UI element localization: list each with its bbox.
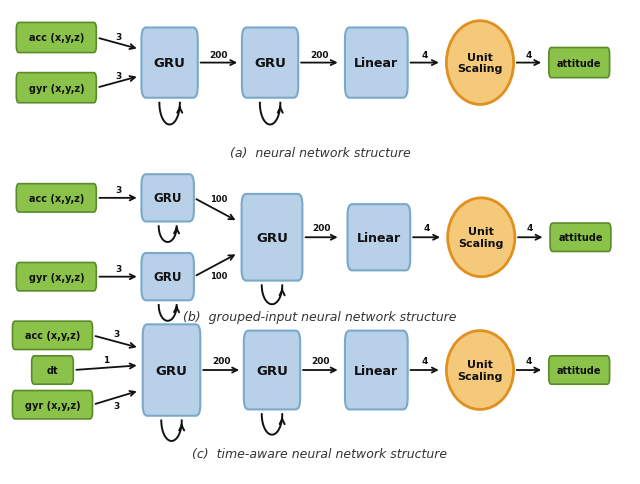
Text: Unit
Scaling: Unit Scaling xyxy=(458,53,502,74)
FancyBboxPatch shape xyxy=(17,263,96,291)
FancyBboxPatch shape xyxy=(141,254,194,301)
FancyBboxPatch shape xyxy=(549,48,610,78)
FancyBboxPatch shape xyxy=(348,205,410,271)
Text: 200: 200 xyxy=(311,356,330,365)
Text: GRU: GRU xyxy=(154,192,182,205)
FancyBboxPatch shape xyxy=(17,184,96,212)
Text: GRU: GRU xyxy=(254,57,286,70)
Text: GRU: GRU xyxy=(154,57,186,70)
Text: dt: dt xyxy=(47,365,58,375)
Text: (b)  grouped-input neural network structure: (b) grouped-input neural network structu… xyxy=(183,310,457,323)
Text: gyr (x,y,z): gyr (x,y,z) xyxy=(29,272,84,282)
Text: Linear: Linear xyxy=(355,57,398,70)
FancyBboxPatch shape xyxy=(345,331,408,409)
Text: attitude: attitude xyxy=(557,365,602,375)
Text: 3: 3 xyxy=(115,186,121,195)
FancyBboxPatch shape xyxy=(12,391,92,419)
Text: (a)  neural network structure: (a) neural network structure xyxy=(230,147,410,160)
Text: 100: 100 xyxy=(211,272,228,281)
Text: 200: 200 xyxy=(310,51,328,60)
FancyBboxPatch shape xyxy=(550,224,611,252)
Text: GRU: GRU xyxy=(256,364,288,377)
Text: Linear: Linear xyxy=(357,231,401,244)
Text: (c)  time-aware neural network structure: (c) time-aware neural network structure xyxy=(193,447,447,460)
FancyBboxPatch shape xyxy=(12,321,92,350)
Text: GRU: GRU xyxy=(156,364,188,377)
FancyBboxPatch shape xyxy=(242,29,298,99)
Text: gyr (x,y,z): gyr (x,y,z) xyxy=(25,400,80,410)
Text: acc (x,y,z): acc (x,y,z) xyxy=(25,331,80,341)
Text: 4: 4 xyxy=(526,356,532,365)
Text: gyr (x,y,z): gyr (x,y,z) xyxy=(29,84,84,93)
Text: 200: 200 xyxy=(312,224,331,233)
Text: Unit
Scaling: Unit Scaling xyxy=(459,227,504,249)
FancyBboxPatch shape xyxy=(141,29,198,99)
Text: 4: 4 xyxy=(422,356,428,365)
Text: acc (x,y,z): acc (x,y,z) xyxy=(29,194,84,203)
Text: attitude: attitude xyxy=(558,233,603,243)
Text: 3: 3 xyxy=(113,330,119,339)
FancyBboxPatch shape xyxy=(549,356,610,384)
Ellipse shape xyxy=(447,331,514,409)
Text: 4: 4 xyxy=(422,51,428,60)
Text: 200: 200 xyxy=(212,356,230,365)
Text: 3: 3 xyxy=(115,72,121,80)
Text: 100: 100 xyxy=(211,195,228,204)
Text: Linear: Linear xyxy=(355,364,398,377)
Text: Unit
Scaling: Unit Scaling xyxy=(458,360,502,381)
Text: 3: 3 xyxy=(115,265,121,274)
Text: 4: 4 xyxy=(527,224,533,233)
Ellipse shape xyxy=(448,198,515,277)
Text: acc (x,y,z): acc (x,y,z) xyxy=(29,33,84,44)
FancyBboxPatch shape xyxy=(31,356,73,384)
Text: 3: 3 xyxy=(115,33,121,42)
Text: 3: 3 xyxy=(113,401,119,410)
FancyBboxPatch shape xyxy=(17,74,96,104)
Text: 4: 4 xyxy=(424,224,429,233)
Text: GRU: GRU xyxy=(256,231,288,244)
Text: 200: 200 xyxy=(210,51,228,60)
FancyBboxPatch shape xyxy=(17,23,96,53)
Text: 1: 1 xyxy=(104,356,109,364)
Text: GRU: GRU xyxy=(154,271,182,284)
FancyBboxPatch shape xyxy=(242,195,302,281)
Text: 4: 4 xyxy=(526,51,532,60)
FancyBboxPatch shape xyxy=(141,175,194,222)
FancyBboxPatch shape xyxy=(244,331,300,409)
Text: attitude: attitude xyxy=(557,59,602,68)
FancyBboxPatch shape xyxy=(143,325,200,416)
Ellipse shape xyxy=(447,22,514,105)
FancyBboxPatch shape xyxy=(345,29,408,99)
